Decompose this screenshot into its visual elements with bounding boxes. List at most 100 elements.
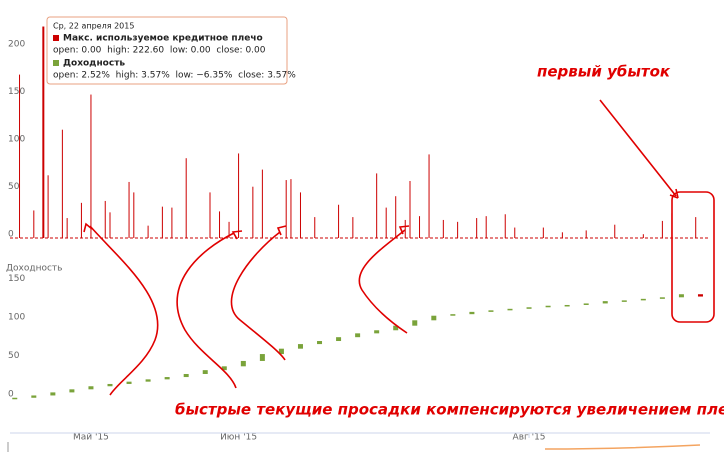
arrow (599, 99, 677, 197)
arrows (83, 99, 715, 396)
bar (290, 179, 292, 238)
bar (338, 204, 340, 238)
candle (278, 348, 284, 355)
candle (450, 314, 456, 316)
y-tick-label: 100 (8, 135, 25, 145)
candle (107, 383, 113, 387)
bar (252, 186, 254, 238)
bar (485, 216, 487, 238)
x-tick-label: Июн '15 (220, 433, 257, 443)
candle (488, 310, 494, 312)
x-tick-label: Май '15 (73, 433, 109, 443)
bar (442, 219, 444, 238)
bar (476, 218, 478, 238)
bar (19, 74, 21, 238)
y-tick-label: 0 (8, 230, 14, 240)
annotation: первый убыток (537, 63, 671, 81)
candle (50, 392, 56, 396)
bar (352, 217, 354, 238)
candle (697, 294, 703, 297)
bar (561, 232, 563, 238)
plots: 0 50 100 150 200 0 50 100 150 Май '15 Июн '15 Авг '… (8, 26, 710, 443)
candle (374, 330, 380, 334)
y-tick-label: 150 (8, 87, 25, 97)
y-tick-label: 0 (8, 389, 14, 399)
candle (621, 300, 627, 302)
bar (90, 94, 92, 238)
arrow-head (276, 225, 287, 236)
bar (457, 221, 459, 238)
bar (66, 218, 68, 238)
tooltip-series: Макс. используемое кредитное плечо (63, 34, 263, 44)
bar (419, 216, 421, 238)
candle (564, 304, 570, 307)
candle (202, 370, 208, 374)
bar (228, 221, 230, 238)
bar (428, 154, 430, 238)
arrow (89, 225, 159, 396)
candle (640, 298, 646, 301)
navigator-line (544, 444, 701, 450)
bar (128, 181, 130, 238)
bar (147, 225, 149, 238)
candle (602, 301, 608, 304)
candle (164, 377, 170, 380)
arrow-head (398, 225, 410, 235)
candle (183, 373, 189, 378)
bar (385, 207, 387, 238)
bar (109, 212, 111, 238)
bar (585, 230, 587, 238)
candle (469, 311, 475, 315)
bar (642, 234, 644, 238)
candle (31, 395, 37, 398)
bar (376, 173, 378, 238)
candle (12, 397, 18, 400)
bar (285, 180, 287, 238)
bar (661, 220, 663, 238)
bar (61, 129, 63, 238)
candle (526, 307, 532, 309)
candle (659, 297, 665, 299)
y-tick-label: 200 (8, 40, 25, 50)
bar (261, 169, 263, 238)
bar (614, 224, 616, 238)
candle (431, 315, 437, 321)
tooltip-stats: open: 2.52% high: 3.57% low: −6.35% clos… (53, 71, 296, 81)
arrow-head (231, 230, 243, 240)
tooltip-box (46, 16, 288, 85)
tooltip-series: Доходность (63, 59, 125, 69)
bar (185, 158, 187, 238)
arrow (230, 231, 286, 361)
bar (314, 217, 316, 238)
candle (412, 320, 418, 326)
highlight-box (671, 191, 715, 323)
bar (409, 181, 411, 238)
bar (695, 217, 697, 238)
bar (133, 192, 135, 238)
bar (161, 206, 163, 238)
tooltip: Ср, 22 апреля 2015 Макс. используемое кр… (46, 16, 296, 85)
arrow-head (669, 188, 679, 199)
y-tick-label: 100 (8, 313, 25, 323)
bar (209, 192, 211, 238)
legend-swatch (53, 35, 59, 41)
candle (355, 333, 361, 338)
candle (507, 308, 513, 311)
tooltip-date: Ср, 22 апреля 2015 (53, 22, 134, 31)
bar (171, 207, 173, 238)
bar (33, 210, 35, 238)
annotation: быстрые текущие просадки компенсируются … (175, 401, 724, 419)
bar (504, 214, 506, 238)
candle (393, 325, 399, 331)
candle (69, 389, 75, 393)
candle (88, 386, 94, 390)
y-tick-label: 50 (8, 182, 20, 192)
bar (395, 196, 397, 238)
bar (42, 26, 45, 239)
bar (47, 175, 49, 238)
candle (297, 344, 303, 349)
bar (219, 211, 221, 238)
candle (240, 360, 246, 367)
candle (336, 337, 342, 342)
